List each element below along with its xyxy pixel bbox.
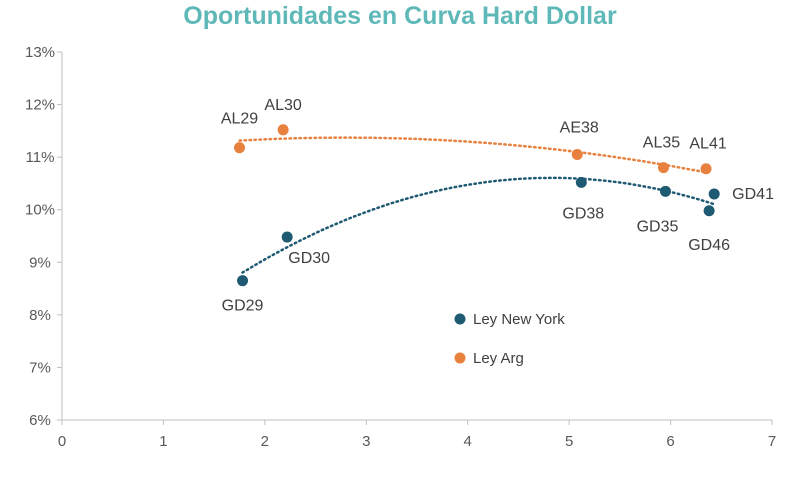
point-gd38 xyxy=(575,176,587,188)
point-gd30 xyxy=(281,231,293,243)
x-tick-label: 7 xyxy=(768,433,776,450)
y-tick-label: 7% xyxy=(29,359,51,376)
y-tick-label: 6% xyxy=(29,412,51,429)
y-tick-label: 8% xyxy=(29,307,51,324)
x-tick-label: 3 xyxy=(362,433,370,450)
point-al35 xyxy=(657,162,669,174)
legend-marker-1 xyxy=(454,313,466,325)
trendline-series-1 xyxy=(241,176,716,274)
data-labels: GD29 GD30 GD38 GD35 GD46 GD41 AL29 AL30 AE38 AL35… xyxy=(221,97,774,315)
label-ae38: AE38 xyxy=(560,120,599,137)
y-tick-label: 11% xyxy=(26,149,55,166)
legend-marker-2 xyxy=(454,352,466,364)
point-gd29 xyxy=(237,275,249,287)
chart-title: Oportunidades en Curva Hard Dollar xyxy=(183,2,617,30)
label-al29: AL29 xyxy=(221,111,258,128)
label-gd35: GD35 xyxy=(637,218,679,235)
trendline-series-2 xyxy=(238,136,708,174)
x-tick-label: 5 xyxy=(565,433,573,450)
point-gd41 xyxy=(708,188,720,200)
point-ae38 xyxy=(571,149,583,161)
y-tick-label: 9% xyxy=(29,254,51,271)
label-al35: AL35 xyxy=(643,135,680,152)
label-al41: AL41 xyxy=(689,136,726,153)
label-gd38: GD38 xyxy=(562,205,604,222)
axes: 6% 7% 8% 9% 10% 11% 12% 13% 0 1 2 3 4 5 6 7 xyxy=(25,44,776,450)
x-tick-label: 4 xyxy=(464,433,472,450)
point-gd35 xyxy=(660,185,671,197)
legend-label-1: Ley New York xyxy=(473,311,565,328)
x-tick-label: 2 xyxy=(261,433,269,450)
label-gd46: GD46 xyxy=(688,237,730,254)
point-al30 xyxy=(277,124,289,136)
label-gd41: GD41 xyxy=(732,186,774,203)
label-gd29: GD29 xyxy=(222,298,264,315)
y-tick-label: 12% xyxy=(25,97,55,114)
y-tick-label: 10% xyxy=(25,202,55,219)
x-tick-label: 0 xyxy=(58,433,66,450)
y-tick-label: 13% xyxy=(25,44,55,61)
point-al29 xyxy=(234,142,245,154)
label-gd30: GD30 xyxy=(288,250,330,267)
legend-label-2: Ley Arg xyxy=(473,350,524,367)
point-gd46 xyxy=(703,205,715,217)
legend: Ley New York Ley Arg xyxy=(454,311,565,367)
label-al30: AL30 xyxy=(264,97,301,114)
data-points xyxy=(234,124,720,287)
x-tick-label: 1 xyxy=(159,433,167,450)
point-al41 xyxy=(700,163,712,175)
x-tick-label: 6 xyxy=(666,433,674,450)
trendlines xyxy=(238,136,716,274)
